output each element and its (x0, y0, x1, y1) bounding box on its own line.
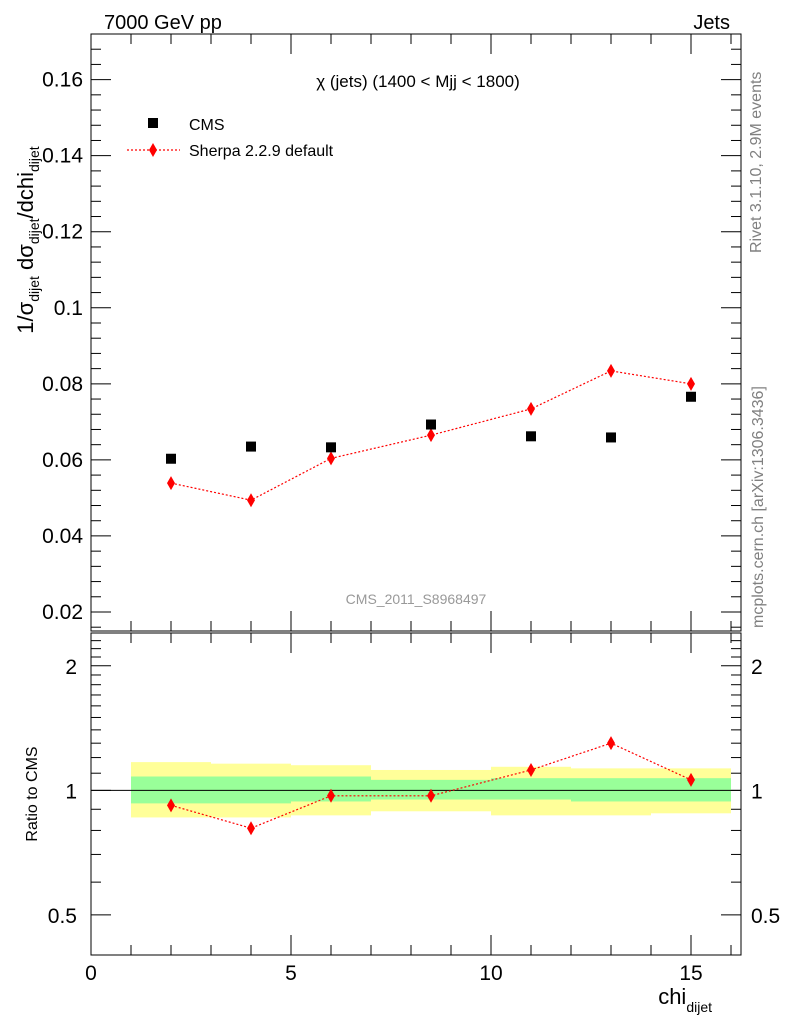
ratio-mc-point (687, 772, 695, 787)
main-plot-frame (90, 33, 742, 632)
mc-point (527, 401, 535, 416)
ratio-mc-point (607, 736, 615, 751)
header-right: Jets (693, 12, 730, 34)
cms-data-point (426, 419, 436, 430)
ratio-y-tick-label: 2 (65, 656, 77, 679)
x-tick-label: 15 (679, 962, 702, 985)
cms-data-point (686, 391, 696, 402)
ratio-band-inner (651, 778, 731, 802)
main-y-tick-label: 0.08 (42, 373, 83, 396)
mc-series (167, 363, 695, 508)
legend-mc-marker (149, 143, 157, 157)
header-left: 7000 GeV pp (104, 12, 222, 34)
mc-point (607, 363, 615, 378)
mc-point (167, 476, 175, 491)
mcplots-label: mcplots.cern.ch [arXiv:1306.3436] (750, 386, 767, 628)
data-series (166, 391, 696, 464)
x-tick-label: 5 (285, 962, 297, 985)
mc-point (327, 451, 335, 466)
mc-point (687, 376, 695, 391)
ratio-y-tick-label: 0.5 (48, 905, 77, 928)
ratio-y-ticks: 0.5 0.5 1 1 2 2 (48, 640, 780, 928)
plot-title: χ (jets) (1400 < Mjj < 1800) (316, 72, 520, 91)
legend-mc-label: Sherpa 2.2.9 default (189, 143, 334, 160)
rivet-label: Rivet 3.1.10, 2.9M events (748, 72, 765, 253)
ratio-plot-frame (90, 632, 742, 956)
ratio-y-tick-label: 1 (65, 780, 77, 803)
main-y-tick-label: 0.02 (42, 601, 83, 624)
cms-data-point (166, 453, 176, 464)
ratio-band-inner (491, 778, 571, 800)
analysis-watermark: CMS_2011_S8968497 (346, 591, 487, 607)
main-y-tick-label: 0.14 (42, 145, 83, 168)
main-y-label: 1/σdijet dσdijet/dchidijet (13, 146, 42, 334)
main-y-tick-label: 0.06 (42, 449, 83, 472)
mc-point (427, 428, 435, 443)
ratio-y-tick-label-right: 1 (751, 780, 763, 803)
cms-data-point (526, 431, 536, 442)
main-y-tick-label: 0.12 (42, 221, 83, 244)
x-tick-label: 10 (479, 962, 502, 985)
ratio-mc-point (427, 788, 435, 803)
ratio-y-tick-label-right: 2 (751, 656, 763, 679)
legend-cms-marker (148, 118, 158, 128)
main-y-tick-label: 0.16 (42, 69, 83, 92)
ratio-mc-series (167, 736, 695, 836)
ratio-mc-point (167, 798, 175, 813)
cms-data-point (246, 441, 256, 452)
cms-data-point (606, 432, 616, 443)
ratio-band-inner (571, 778, 651, 802)
ratio-mc-point (327, 788, 335, 803)
mc-point (247, 493, 255, 508)
main-y-tick-label: 0.1 (54, 297, 83, 320)
x-tick-label: 0 (85, 962, 97, 985)
cms-data-point (326, 442, 336, 453)
ratio-mc-point (247, 821, 255, 836)
legend-cms-label: CMS (189, 117, 225, 134)
x-ticks: 0 5 10 15 (85, 34, 732, 985)
x-axis-label: chidijet (658, 984, 712, 1015)
ratio-mc-point (527, 762, 535, 777)
ratio-y-tick-label-right: 0.5 (751, 905, 780, 928)
ratio-y-label: Ratio to CMS (24, 746, 41, 841)
main-y-tick-label: 0.04 (42, 525, 83, 548)
main-y-ticks: 0.02 0.04 0.06 0.08 0.1 0.12 0.14 0.16 (42, 48, 741, 628)
